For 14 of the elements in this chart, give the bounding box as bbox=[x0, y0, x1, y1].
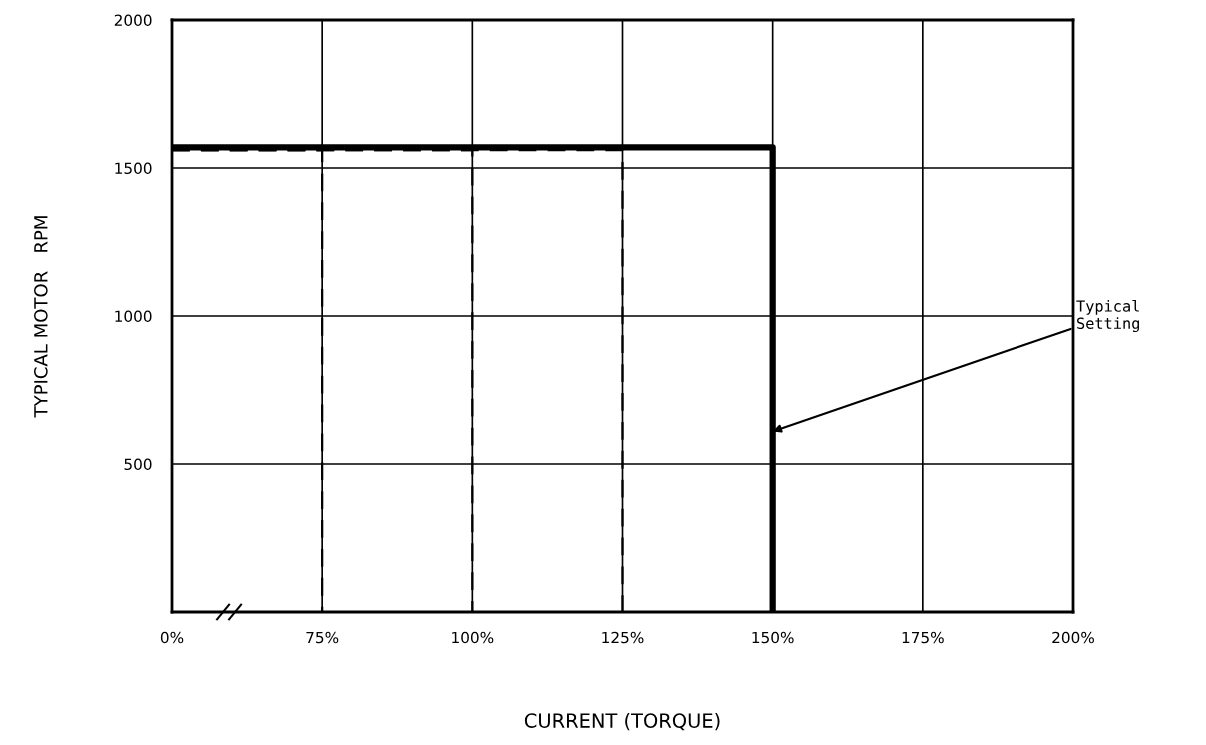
x-tick-label: 125% bbox=[602, 631, 644, 644]
x-tick-label: 0% bbox=[160, 631, 184, 644]
y-tick-label: 1000 bbox=[115, 310, 152, 323]
x-tick-label: 75% bbox=[306, 631, 339, 644]
y-tick-label: 500 bbox=[124, 458, 152, 471]
x-tick-label: 175% bbox=[902, 631, 944, 644]
x-tick-label: 200% bbox=[1052, 631, 1094, 644]
annotation: Typical Setting bbox=[1076, 299, 1139, 333]
y-tick-label: 2000 bbox=[114, 14, 152, 27]
x-axis-title: CURRENT (TORQUE) bbox=[524, 712, 720, 731]
y-tick-label: 1500 bbox=[115, 162, 152, 175]
x-tick-label: 150% bbox=[752, 631, 794, 644]
x-tick-label: 100% bbox=[452, 631, 494, 644]
y-axis-title: TYPICAL MOTOR RPM bbox=[34, 216, 48, 418]
